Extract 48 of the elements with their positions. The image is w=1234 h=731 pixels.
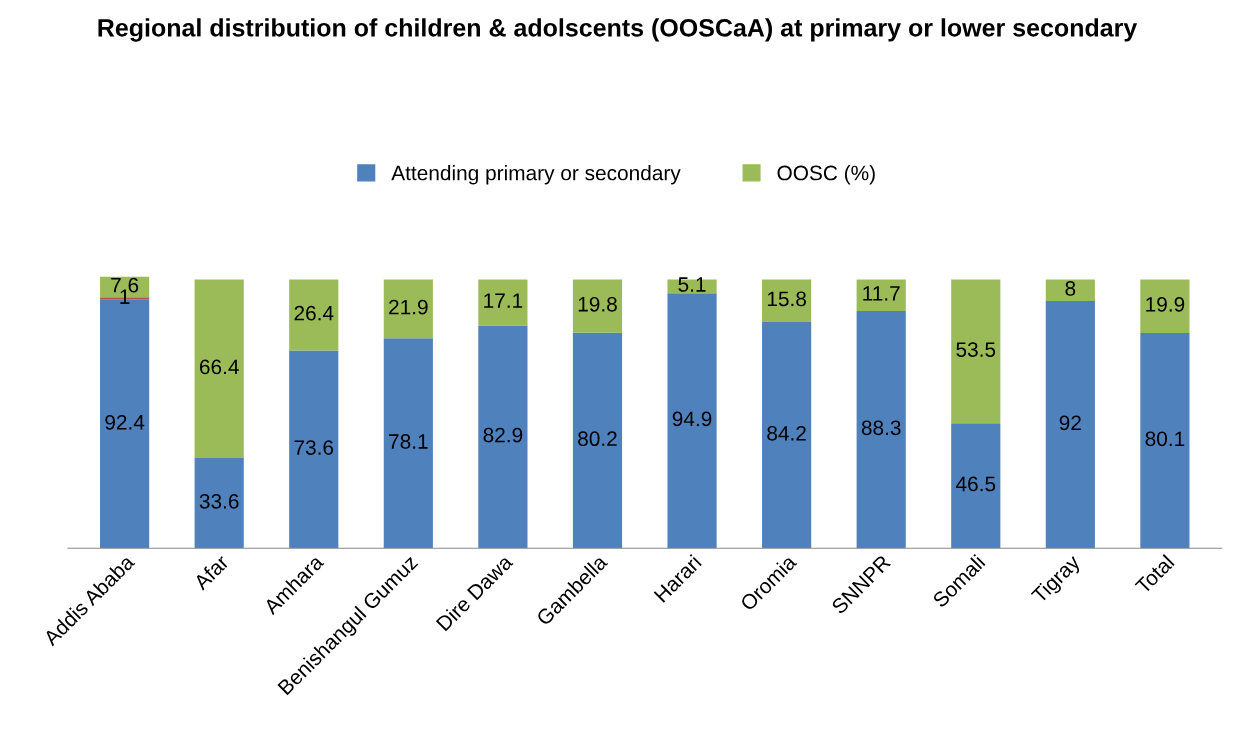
bar [383, 279, 433, 339]
data-label: 33.6 [199, 493, 239, 509]
data-label: 82.9 [483, 427, 523, 443]
bar [1140, 279, 1190, 333]
bar [194, 457, 244, 549]
legend-label: OOSC (%) [777, 165, 875, 185]
bar [762, 279, 812, 322]
x-tick-label: Afar [192, 553, 230, 591]
data-label: 53.5 [956, 342, 996, 357]
data-label: 84.2 [767, 425, 806, 441]
bar [572, 332, 623, 549]
data-label: 94.9 [672, 411, 712, 427]
data-label: 11.7 [863, 286, 900, 301]
data-label: 88.3 [861, 420, 901, 436]
bar [478, 325, 528, 549]
data-label: 17.1 [484, 293, 523, 308]
bar [572, 279, 623, 333]
bar [289, 279, 339, 351]
data-label: 19.8 [578, 296, 617, 312]
data-label: 19.9 [1146, 297, 1185, 312]
data-label: 15.8 [767, 291, 806, 307]
data-label: 80.2 [578, 431, 617, 447]
data-label: 73.6 [294, 440, 334, 455]
bar [383, 338, 433, 549]
data-label: 92.4 [105, 414, 145, 430]
bar [1140, 332, 1190, 549]
data-label: 66.4 [199, 359, 239, 375]
data-label: 26.4 [294, 305, 334, 321]
data-label: 78.1 [389, 434, 428, 449]
data-label: 46.5 [955, 476, 996, 492]
bar [856, 279, 906, 311]
bar [951, 279, 1001, 424]
legend-label: Attending primary or secondary [391, 165, 681, 185]
bar [289, 350, 339, 549]
bar [856, 310, 906, 549]
chart-title: Regional distribution of children & adolscents (OOSCaA) at primary or lower secondary [98, 18, 1138, 42]
bar [667, 293, 717, 549]
bar [762, 321, 812, 549]
bar [1045, 300, 1095, 549]
bar [478, 279, 528, 326]
data-label: 92 [1059, 415, 1081, 431]
data-label: 80.1 [1145, 431, 1185, 447]
bar [951, 423, 1001, 549]
data-label: 21.9 [389, 299, 428, 315]
data-label: 8 [1065, 281, 1076, 296]
data-label: 5.1 [678, 277, 706, 292]
bar [194, 279, 244, 458]
bar [1045, 279, 1095, 301]
